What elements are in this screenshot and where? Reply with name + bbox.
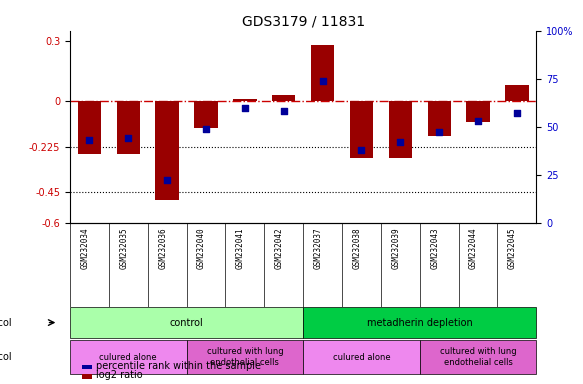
Point bbox=[434, 129, 444, 136]
Text: percentile rank within the sample: percentile rank within the sample bbox=[96, 361, 261, 371]
Text: GSM232044: GSM232044 bbox=[469, 227, 478, 268]
FancyBboxPatch shape bbox=[420, 340, 536, 374]
Point bbox=[163, 177, 172, 184]
Text: GSM232034: GSM232034 bbox=[80, 227, 89, 268]
Text: GSM232040: GSM232040 bbox=[197, 227, 206, 268]
FancyBboxPatch shape bbox=[70, 340, 187, 374]
Point bbox=[240, 104, 250, 111]
Point bbox=[124, 135, 133, 141]
FancyBboxPatch shape bbox=[303, 307, 536, 338]
FancyBboxPatch shape bbox=[303, 340, 420, 374]
Point bbox=[357, 147, 366, 153]
Bar bbox=[233, 99, 257, 101]
Point bbox=[318, 78, 327, 84]
Text: cultured with lung
endothelial cells: cultured with lung endothelial cells bbox=[206, 348, 283, 367]
Point bbox=[85, 137, 94, 143]
Text: culured alone: culured alone bbox=[100, 353, 157, 362]
Bar bbox=[427, 101, 451, 136]
Text: log2 ratio: log2 ratio bbox=[96, 370, 143, 380]
Point bbox=[279, 108, 289, 114]
Point bbox=[396, 139, 405, 145]
Text: GSM232038: GSM232038 bbox=[353, 227, 361, 268]
Text: GSM232043: GSM232043 bbox=[430, 227, 439, 268]
Bar bbox=[156, 101, 179, 200]
Bar bbox=[117, 101, 140, 154]
Text: culured alone: culured alone bbox=[333, 353, 390, 362]
Text: protocol: protocol bbox=[0, 318, 12, 328]
Text: cultured with lung
endothelial cells: cultured with lung endothelial cells bbox=[440, 348, 517, 367]
FancyBboxPatch shape bbox=[70, 307, 303, 338]
Title: GDS3179 / 11831: GDS3179 / 11831 bbox=[241, 14, 365, 28]
Text: GSM232036: GSM232036 bbox=[158, 227, 167, 268]
Text: GSM232041: GSM232041 bbox=[236, 227, 245, 268]
Text: GSM232035: GSM232035 bbox=[120, 227, 128, 268]
Bar bbox=[272, 95, 296, 101]
Text: GSM232045: GSM232045 bbox=[508, 227, 517, 268]
Bar bbox=[311, 45, 334, 101]
Bar bbox=[466, 101, 490, 122]
Text: control: control bbox=[170, 318, 203, 328]
Bar bbox=[389, 101, 412, 158]
FancyBboxPatch shape bbox=[187, 340, 303, 374]
Point bbox=[473, 118, 483, 124]
Bar bbox=[350, 101, 373, 158]
Bar bbox=[194, 101, 217, 128]
Text: GSM232042: GSM232042 bbox=[275, 227, 284, 268]
Text: growth protocol: growth protocol bbox=[0, 352, 12, 362]
Point bbox=[512, 110, 522, 116]
Point bbox=[201, 126, 210, 132]
Text: GSM232037: GSM232037 bbox=[314, 227, 322, 268]
Text: GSM232039: GSM232039 bbox=[391, 227, 401, 268]
Bar bbox=[78, 101, 101, 154]
Bar bbox=[505, 85, 529, 101]
Text: metadherin depletion: metadherin depletion bbox=[367, 318, 473, 328]
